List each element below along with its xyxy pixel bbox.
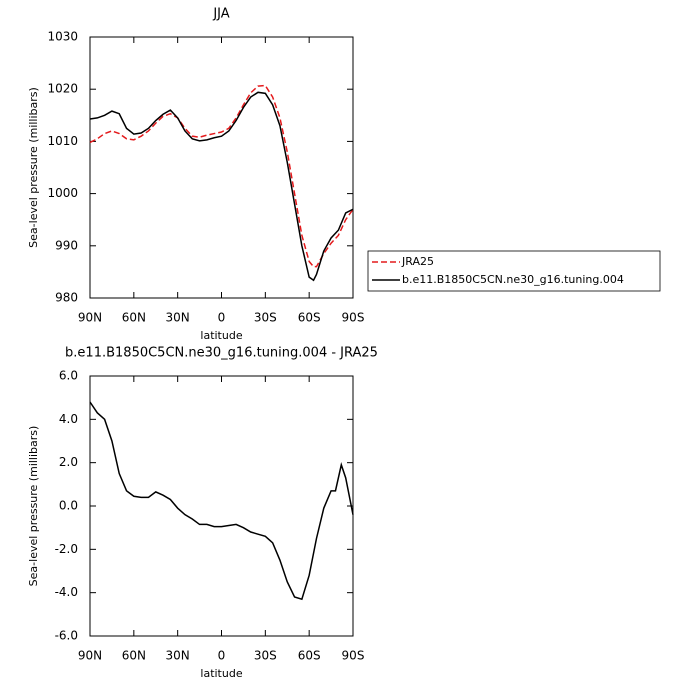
y-tick-label: 1020 bbox=[47, 82, 78, 96]
y-tick-label: 1010 bbox=[47, 134, 78, 148]
y-tick-label: 4.0 bbox=[59, 412, 78, 426]
y-tick-label: 1030 bbox=[47, 30, 78, 44]
plot-frame bbox=[89, 36, 354, 299]
y-axis-label: Sea-level pressure (millibars) bbox=[27, 87, 40, 248]
x-tick-label: 90N bbox=[78, 649, 102, 663]
x-tick-label: 60S bbox=[298, 311, 321, 325]
y-axis-label: Sea-level pressure (millibars) bbox=[27, 426, 40, 587]
legend-label: JRA25 bbox=[401, 255, 434, 268]
x-tick-label: 0 bbox=[218, 311, 226, 325]
y-tick-label: 990 bbox=[55, 238, 78, 252]
x-tick-label: 30S bbox=[254, 311, 277, 325]
x-tick-label: 30N bbox=[166, 311, 190, 325]
y-tick-label: 1000 bbox=[47, 186, 78, 200]
x-tick-label: 60S bbox=[298, 649, 321, 663]
plot-frame bbox=[89, 375, 354, 637]
x-tick-label: 60N bbox=[122, 311, 146, 325]
legend-box bbox=[367, 250, 661, 292]
x-tick-label: 30N bbox=[166, 649, 190, 663]
x-axis-label: latitude bbox=[200, 667, 242, 680]
x-tick-label: 0 bbox=[218, 649, 226, 663]
chart-title: JJA bbox=[212, 7, 229, 22]
y-tick-label: -2.0 bbox=[55, 542, 78, 556]
y-tick-label: 6.0 bbox=[59, 369, 78, 383]
y-tick-label: 2.0 bbox=[59, 455, 78, 469]
x-tick-label: 90S bbox=[342, 311, 365, 325]
chart-title: b.e11.B1850C5CN.ne30_g16.tuning.004 - JR… bbox=[65, 346, 378, 361]
y-tick-label: -4.0 bbox=[55, 585, 78, 599]
y-tick-label: 0.0 bbox=[59, 499, 78, 513]
x-tick-label: 90S bbox=[342, 649, 365, 663]
y-tick-label: -6.0 bbox=[55, 629, 78, 643]
data-line bbox=[89, 91, 354, 282]
x-tick-label: 30S bbox=[254, 649, 277, 663]
x-tick-label: 60N bbox=[122, 649, 146, 663]
data-line bbox=[89, 84, 354, 268]
data-line bbox=[89, 401, 354, 601]
y-tick-label: 980 bbox=[55, 291, 78, 305]
x-tick-label: 90N bbox=[78, 311, 102, 325]
legend-label: b.e11.B1850C5CN.ne30_g16.tuning.004 bbox=[402, 273, 624, 286]
x-axis-label: latitude bbox=[200, 329, 242, 342]
